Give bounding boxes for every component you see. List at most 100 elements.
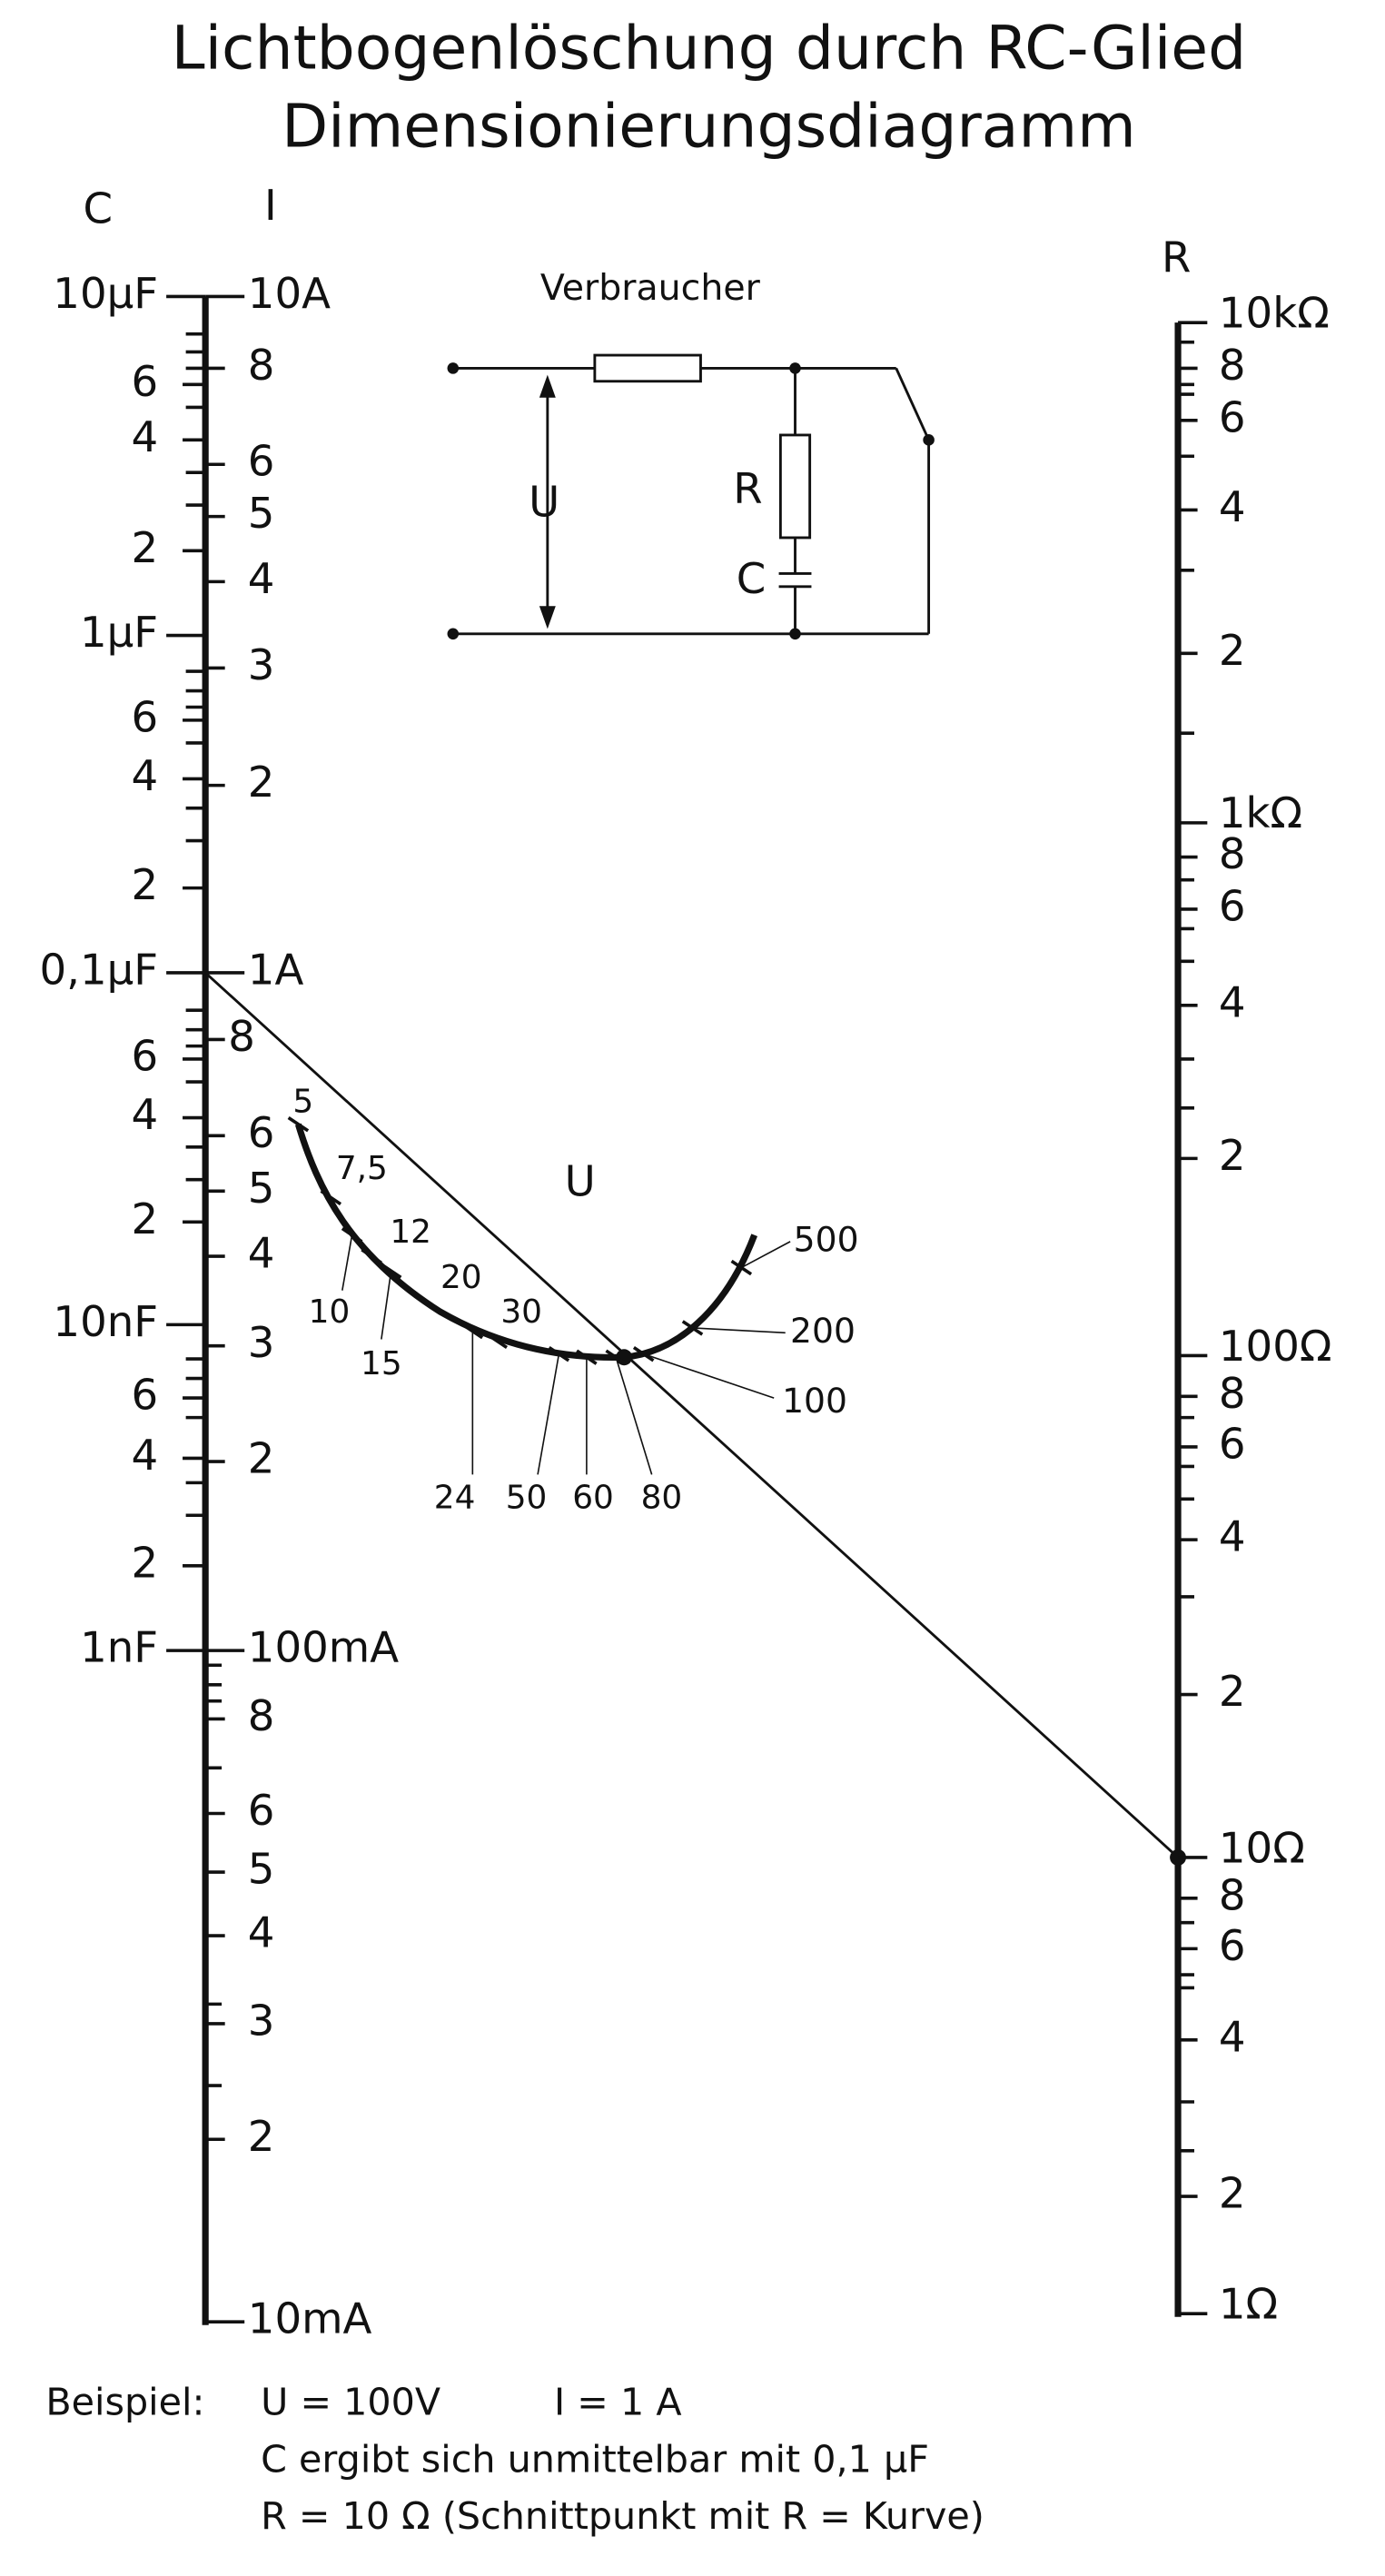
u-tick-label: 500 xyxy=(794,1219,859,1259)
i-tick-label: 6 xyxy=(248,437,275,486)
i-tick-label: 4 xyxy=(248,1908,275,1957)
c-tick-label: 1µF xyxy=(80,608,158,657)
title: Lichtbogenlöschung durch RC-Glied xyxy=(172,12,1247,83)
u-tick xyxy=(361,1248,382,1264)
r-tick-label: 100Ω xyxy=(1219,1322,1332,1371)
i-tick-label: 6 xyxy=(248,1786,275,1835)
r-tick-label: 10Ω xyxy=(1219,1823,1305,1872)
r-tick-label: 8 xyxy=(1219,1870,1246,1919)
load-label: Verbraucher xyxy=(540,267,761,309)
i-tick-label: 1A xyxy=(248,945,304,994)
i-tick-label: 8 xyxy=(248,341,275,390)
i-tick-label: 3 xyxy=(248,640,275,689)
r-tick-label: 10kΩ xyxy=(1219,288,1330,337)
r-tick-label: 2 xyxy=(1219,1131,1246,1180)
i-tick-label: 3 xyxy=(248,1996,275,2045)
r-tick-label: 6 xyxy=(1219,392,1246,441)
i-tick-label: 6 xyxy=(248,1108,275,1157)
subtitle: Dimensionierungsdiagramm xyxy=(282,91,1136,162)
c-tick-label: 1nF xyxy=(80,1623,158,1672)
u-tick-label: 5 xyxy=(292,1083,313,1120)
c-tick-label: 0,1µF xyxy=(39,945,158,994)
terminal xyxy=(447,628,460,640)
u-curve xyxy=(294,1123,758,1362)
u-tick-label: 20 xyxy=(440,1259,482,1296)
c-tick-label: 6 xyxy=(131,1371,158,1420)
u-tick xyxy=(287,1116,310,1133)
r-tick-label: 2 xyxy=(1219,626,1246,675)
i-tick-label: 5 xyxy=(248,1164,275,1213)
example-line xyxy=(204,971,1180,1858)
capacitor-label: C xyxy=(737,554,767,603)
resistor-label: R xyxy=(733,464,762,513)
node xyxy=(789,628,801,640)
i-tick-label: 8 xyxy=(248,1691,275,1740)
u-leader xyxy=(643,1352,775,1399)
circuit: Verbraucher U R C xyxy=(447,267,935,640)
terminal xyxy=(447,362,460,374)
c-tick-label: 2 xyxy=(131,860,158,909)
u-tick-label: 200 xyxy=(790,1311,856,1351)
r-tick-label: 8 xyxy=(1219,1369,1246,1418)
u-tick-label: 100 xyxy=(782,1381,847,1421)
i-tick-label: 2 xyxy=(248,758,275,807)
c-tick-label: 4 xyxy=(131,751,158,800)
u-tick-label: 10 xyxy=(309,1293,351,1331)
u-leader xyxy=(381,1271,392,1340)
r-tick-label: 1kΩ xyxy=(1219,788,1302,837)
i-tick-label: 5 xyxy=(248,489,275,538)
u-leader xyxy=(692,1327,786,1334)
i-tick-label: 10A xyxy=(248,269,331,318)
c-tick-label: 4 xyxy=(131,412,158,461)
node xyxy=(923,434,935,446)
c-tick-label: 6 xyxy=(131,1031,158,1080)
i-tick-label: 2 xyxy=(248,1434,275,1483)
r-tick-label: 6 xyxy=(1219,1921,1246,1970)
node xyxy=(789,362,801,374)
c-tick-label: 6 xyxy=(131,692,158,741)
u-curve-name: U xyxy=(565,1157,596,1206)
i-tick-label: 4 xyxy=(248,1229,275,1278)
r-axis-name: R xyxy=(1162,233,1191,282)
example-line-text: U = 100V xyxy=(261,2381,440,2424)
i-tick-label: 3 xyxy=(248,1318,275,1367)
c-tick-label: 6 xyxy=(131,357,158,406)
u-tick-label: 30 xyxy=(500,1293,542,1331)
u-tick-label: 12 xyxy=(390,1214,431,1251)
c-tick-label: 4 xyxy=(131,1090,158,1139)
c-tick-label: 2 xyxy=(131,1194,158,1243)
i-tick-label: 4 xyxy=(248,554,275,603)
example-line-text: I = 1 A xyxy=(554,2381,682,2424)
switch xyxy=(895,367,930,441)
r-tick-label: 2 xyxy=(1219,1667,1246,1716)
i-tick-label: 10mA xyxy=(248,2294,372,2343)
r-tick-label: 6 xyxy=(1219,1419,1246,1468)
r-tick-label: 4 xyxy=(1219,2012,1246,2061)
c-tick-label: 2 xyxy=(131,523,158,572)
voltage-label: U xyxy=(529,478,559,527)
c-tick-label: 10µF xyxy=(53,269,158,318)
i-tick-label: 2 xyxy=(248,2112,275,2161)
i-tick-label: 8 xyxy=(228,1012,255,1061)
c-tick-label: 4 xyxy=(131,1431,158,1480)
u-tick-label: 24 xyxy=(434,1479,476,1516)
u-leader xyxy=(341,1234,353,1291)
r-tick-label: 8 xyxy=(1219,829,1246,878)
u-tick-label: 15 xyxy=(361,1345,402,1382)
r-tick-label: 8 xyxy=(1219,341,1246,390)
r-tick-label: 4 xyxy=(1219,977,1246,1026)
r-resistor xyxy=(778,433,812,540)
r-tick-label: 6 xyxy=(1219,881,1246,930)
r-tick-label: 2 xyxy=(1219,2169,1246,2218)
u-tick xyxy=(320,1189,342,1206)
example-line-text: C ergibt sich unmittelbar mit 0,1 µF xyxy=(261,2437,929,2481)
u-leader xyxy=(740,1241,791,1269)
u-tick-label: 80 xyxy=(641,1479,683,1516)
example-line-text: R = 10 Ω (Schnittpunkt mit R = Kurve) xyxy=(261,2494,984,2538)
u-leader xyxy=(615,1357,653,1475)
u-tick-label: 7,5 xyxy=(336,1150,388,1187)
load-resistor xyxy=(593,353,702,383)
r-tick-label: 1Ω xyxy=(1219,2280,1278,2329)
